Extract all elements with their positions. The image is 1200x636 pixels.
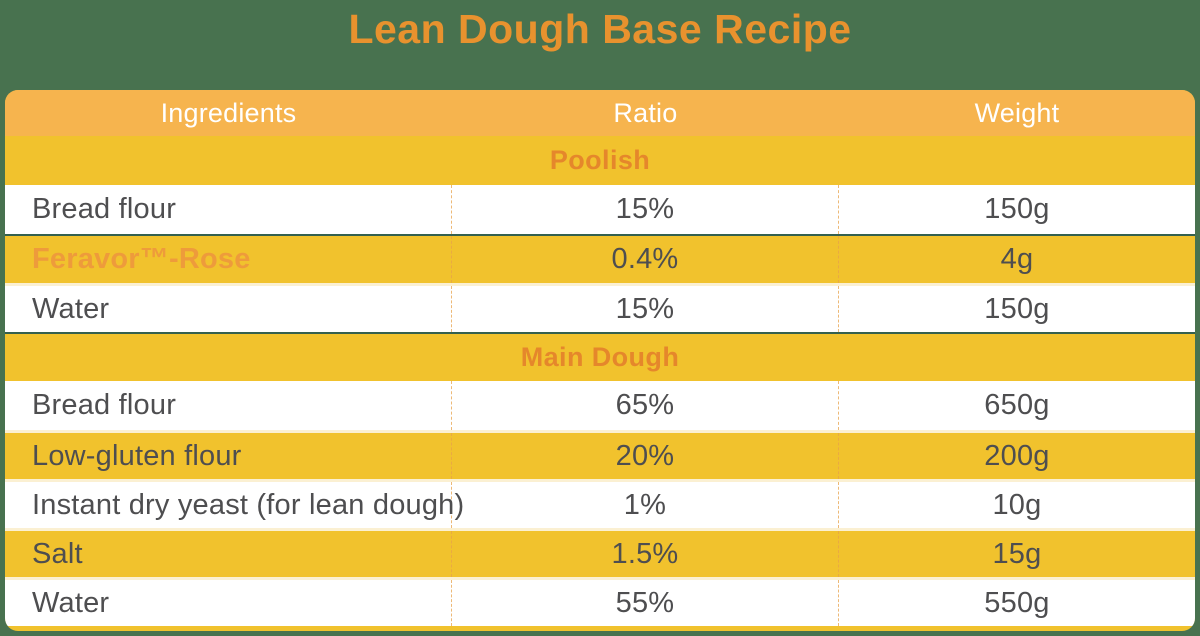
ratio-cell: 15%	[452, 286, 839, 332]
column-header-ingredients: Ingredients	[160, 97, 297, 128]
table-row: Salt 1.5% 15g	[5, 528, 1195, 577]
ratio-cell: 1%	[452, 482, 839, 528]
column-header-weight: Weight	[974, 97, 1060, 128]
ingredient-cell: Feravor™-Rose	[5, 236, 452, 283]
weight-cell: 550g	[984, 586, 1050, 619]
section-header-poolish: Poolish	[5, 136, 1195, 185]
table-header-row: Ingredients Ratio Weight	[5, 90, 1195, 136]
column-header-ratio: Ratio	[613, 97, 678, 128]
ingredient-cell: Bread flour	[5, 381, 452, 430]
weight-cell: 15g	[992, 537, 1042, 570]
ratio-cell: 55%	[452, 580, 839, 626]
table-row: Water 15% 150g	[5, 283, 1195, 332]
table-row: Bread flour 65% 650g	[5, 381, 1195, 430]
table-row: Water 55% 550g	[5, 577, 1195, 626]
ingredient-cell: Water	[5, 580, 452, 626]
ratio-cell: 1.5%	[452, 531, 839, 577]
weight-cell: 150g	[984, 193, 1050, 225]
page-title: Lean Dough Base Recipe	[348, 6, 852, 52]
ingredient-cell: Low-gluten flour	[5, 433, 452, 479]
ingredient-cell: Instant dry yeast (for lean dough)	[5, 482, 464, 528]
section-header-main-dough: Main Dough	[5, 332, 1195, 381]
table-row: Bread flour 15% 150g	[5, 185, 1195, 234]
ratio-cell: 65%	[452, 381, 839, 430]
table-row: Instant dry yeast (for lean dough) 1% 10g	[5, 479, 1195, 528]
ingredient-cell: Salt	[5, 531, 452, 577]
weight-cell: 650g	[984, 389, 1050, 421]
table-body: Poolish Bread flour 15% 150g Feravor™-Rose 0.…	[5, 136, 1195, 626]
ratio-cell: 15%	[452, 185, 839, 234]
ratio-cell: 0.4%	[452, 236, 839, 283]
recipe-table: Ingredients Ratio Weight Poolish Bread flou…	[5, 90, 1195, 631]
table-row: Feravor™-Rose 0.4% 4g	[5, 234, 1195, 283]
weight-cell: 200g	[984, 439, 1050, 472]
weight-cell: 10g	[992, 488, 1042, 521]
weight-cell: 150g	[984, 292, 1050, 325]
ingredient-cell: Water	[5, 286, 452, 332]
weight-cell: 4g	[1000, 243, 1034, 275]
table-row: Low-gluten flour 20% 200g	[5, 430, 1195, 479]
ingredient-cell: Bread flour	[5, 185, 452, 234]
ratio-cell: 20%	[452, 433, 839, 479]
